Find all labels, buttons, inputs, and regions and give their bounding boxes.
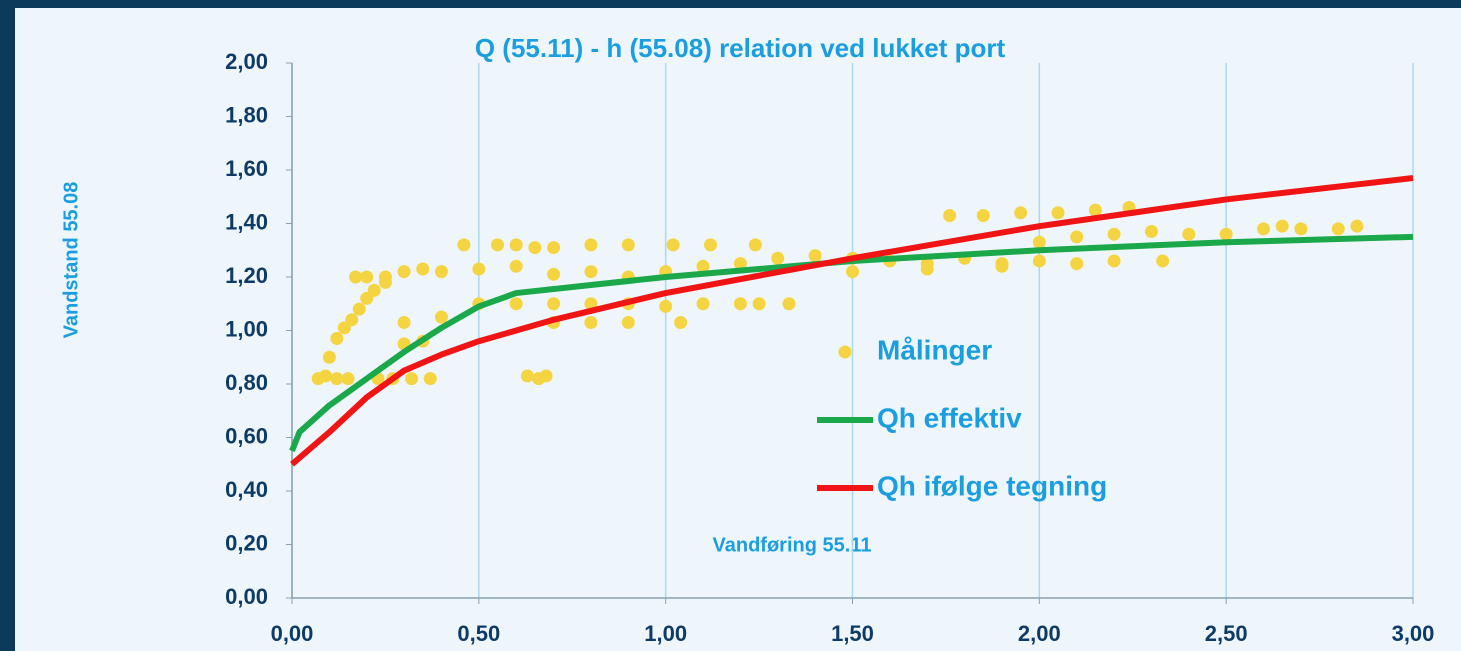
data-point	[1070, 230, 1083, 243]
y-tick-label: 0,60	[225, 423, 268, 448]
legend-marker	[839, 346, 852, 359]
data-point	[749, 238, 762, 251]
data-point	[319, 369, 332, 382]
x-tick-label: 2,50	[1205, 621, 1248, 646]
data-point	[528, 241, 541, 254]
legend-label: Qh effektiv	[877, 402, 1022, 433]
data-point	[846, 265, 859, 278]
data-point	[510, 260, 523, 273]
data-point	[491, 238, 504, 251]
y-tick-label: 1,60	[225, 156, 268, 181]
data-point	[379, 271, 392, 284]
data-point	[1332, 222, 1345, 235]
data-point	[353, 303, 366, 316]
data-point	[704, 238, 717, 251]
data-point	[753, 297, 766, 310]
data-point	[921, 262, 934, 275]
data-point	[584, 238, 597, 251]
data-point	[510, 238, 523, 251]
x-tick-label: 1,00	[644, 621, 687, 646]
data-point	[349, 271, 362, 284]
data-point	[995, 260, 1008, 273]
data-point	[977, 209, 990, 222]
data-point	[345, 313, 358, 326]
data-point	[1294, 222, 1307, 235]
data-point	[782, 297, 795, 310]
y-tick-label: 1,40	[225, 209, 268, 234]
data-point	[398, 316, 411, 329]
data-point	[734, 297, 747, 310]
data-point	[1145, 225, 1158, 238]
data-point	[457, 238, 470, 251]
x-axis-label: Vandføring 55.11	[713, 534, 872, 556]
data-point	[1070, 257, 1083, 270]
data-point	[584, 265, 597, 278]
data-point	[398, 265, 411, 278]
y-tick-label: 0,80	[225, 370, 268, 395]
data-point	[342, 372, 355, 385]
data-point	[330, 372, 343, 385]
data-point	[360, 271, 373, 284]
data-point	[943, 209, 956, 222]
x-tick-label: 3,00	[1392, 621, 1435, 646]
y-tick-label: 0,20	[225, 530, 268, 555]
data-point	[323, 351, 336, 364]
data-point	[659, 300, 672, 313]
data-point	[405, 372, 418, 385]
data-point	[1257, 222, 1270, 235]
x-tick-label: 1,50	[831, 621, 874, 646]
data-point	[510, 297, 523, 310]
data-point	[1108, 228, 1121, 241]
legend-label: Målinger	[877, 334, 992, 365]
data-point	[547, 268, 560, 281]
x-tick-label: 0,00	[271, 621, 314, 646]
legend-label: Qh ifølge tegning	[877, 470, 1107, 501]
data-point	[540, 369, 553, 382]
x-tick-label: 0,50	[457, 621, 500, 646]
data-point	[435, 311, 448, 324]
data-point	[435, 265, 448, 278]
data-point	[771, 252, 784, 265]
chart-title: Q (55.11) - h (55.08) relation ved lukke…	[475, 33, 1006, 63]
data-point	[521, 369, 534, 382]
y-axis-label: Vandstand 55.08	[60, 182, 82, 339]
data-point	[1156, 254, 1169, 267]
data-point	[472, 262, 485, 275]
y-tick-label: 1,20	[225, 263, 268, 288]
data-point	[1276, 220, 1289, 233]
data-point	[809, 249, 822, 262]
y-tick-label: 2,00	[225, 49, 268, 74]
data-point	[1052, 206, 1065, 219]
data-point	[424, 372, 437, 385]
data-point	[622, 238, 635, 251]
data-point	[622, 316, 635, 329]
chart: Q (55.11) - h (55.08) relation ved lukke…	[0, 0, 1461, 651]
data-point	[1033, 236, 1046, 249]
data-point	[1182, 228, 1195, 241]
data-point	[584, 316, 597, 329]
data-point	[1350, 220, 1363, 233]
data-point	[1108, 254, 1121, 267]
data-point	[368, 284, 381, 297]
y-tick-label: 1,00	[225, 316, 268, 341]
x-tick-label: 2,00	[1018, 621, 1061, 646]
data-point	[330, 332, 343, 345]
data-point	[1033, 254, 1046, 267]
data-point	[697, 297, 710, 310]
y-tick-label: 0,40	[225, 477, 268, 502]
data-point	[416, 262, 429, 275]
data-point	[667, 238, 680, 251]
data-point	[1014, 206, 1027, 219]
data-point	[547, 297, 560, 310]
y-tick-label: 0,00	[225, 584, 268, 609]
data-point	[1220, 228, 1233, 241]
data-point	[547, 241, 560, 254]
data-point	[674, 316, 687, 329]
y-tick-label: 1,80	[225, 102, 268, 127]
